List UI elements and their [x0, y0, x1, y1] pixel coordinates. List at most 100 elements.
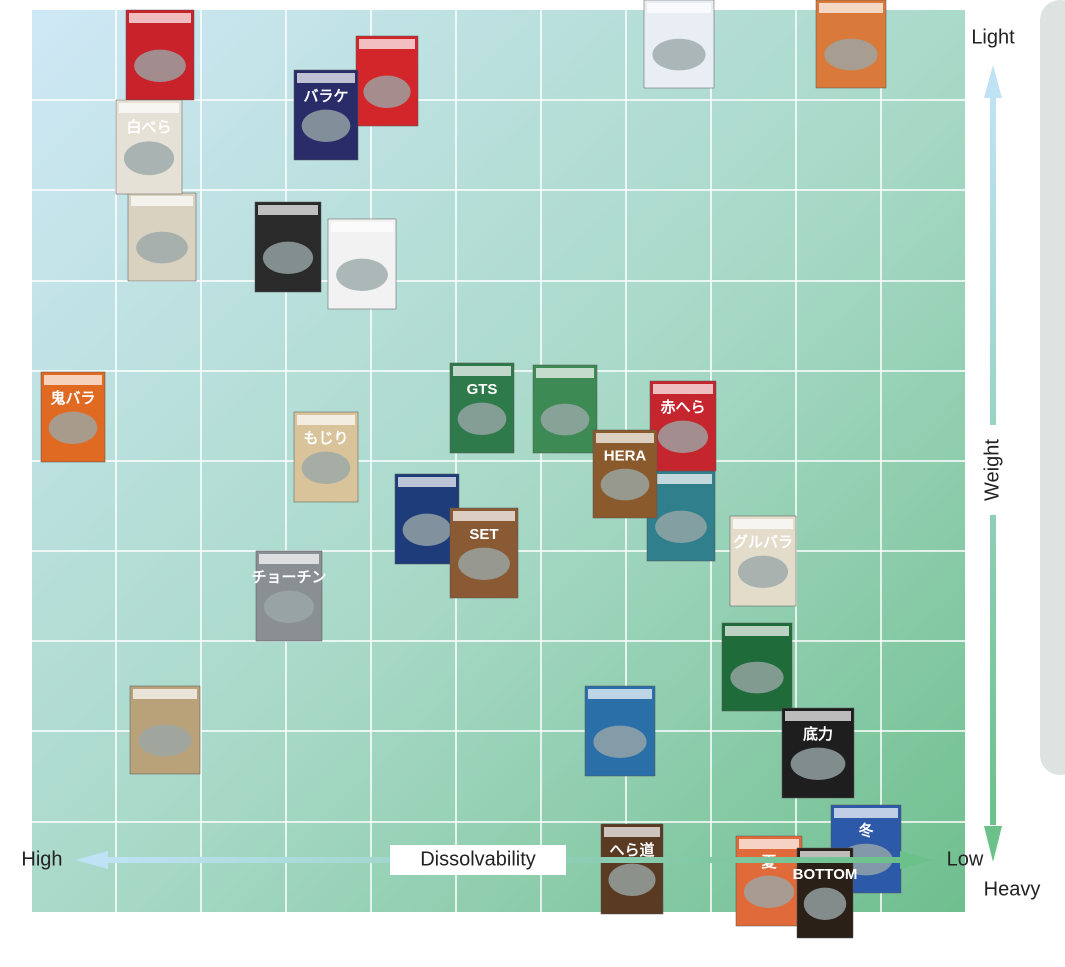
package-band: [453, 366, 511, 376]
product-package: グルバラ: [730, 516, 796, 606]
product-label: グルバラ: [733, 533, 793, 551]
product-label: 冬: [858, 821, 873, 839]
package-band: [398, 477, 456, 487]
fish-photo: [730, 662, 783, 694]
fish-photo: [458, 403, 507, 435]
arrow-head: [984, 65, 1002, 98]
fish-photo: [601, 469, 650, 501]
product-package: SET: [450, 508, 518, 598]
package-band: [739, 839, 799, 849]
package-band: [297, 73, 355, 83]
fish-photo: [138, 725, 191, 757]
package-band: [785, 711, 851, 721]
product-label: 鬼バラ: [50, 389, 95, 407]
product-label: へら道: [609, 841, 654, 859]
package-band: [647, 3, 711, 13]
product-label: 赤へら: [660, 398, 705, 416]
product-package: 赤へら: [650, 381, 716, 471]
product-package: [395, 474, 459, 564]
package-band: [725, 626, 789, 636]
product-package: [585, 686, 655, 776]
fish-photo: [363, 76, 410, 108]
package-band: [297, 415, 355, 425]
fish-photo: [403, 514, 452, 546]
side-panel: [1040, 0, 1065, 775]
product-package: [126, 10, 194, 100]
package-band: [596, 433, 654, 443]
fish-photo: [458, 548, 510, 580]
product-label: 白べら: [126, 118, 171, 136]
package-band: [453, 511, 515, 521]
product-package: 鬼バラ: [41, 372, 105, 462]
package-band: [131, 196, 193, 206]
product-label: もじり: [303, 430, 348, 447]
fish-photo: [336, 259, 388, 291]
product-package: 白べら: [116, 100, 182, 194]
fish-photo: [124, 141, 174, 175]
product-package: へら道: [601, 824, 663, 914]
fish-photo: [263, 242, 313, 274]
fish-photo: [824, 39, 877, 71]
fish-photo: [652, 39, 705, 71]
axis-title: Dissolvability: [420, 848, 536, 870]
product-package: [130, 686, 200, 774]
fish-photo: [264, 591, 314, 623]
positioning-map: 白べらバラケ鬼バラGTS赤へらHERASETもじりチョーチングルバラ底力冬夏BO…: [0, 0, 1065, 962]
fish-photo: [738, 556, 788, 588]
product-package: [356, 36, 418, 126]
arrow-head: [984, 826, 1002, 862]
fish-photo: [655, 511, 707, 543]
product-package: [533, 365, 597, 453]
fish-photo: [302, 452, 351, 484]
package-band: [834, 808, 898, 818]
product-package: HERA: [593, 430, 657, 518]
fish-photo: [134, 50, 186, 82]
package-band: [44, 375, 102, 385]
fish-photo: [658, 421, 708, 453]
fish-photo: [608, 864, 655, 896]
package-band: [653, 384, 713, 394]
product-package: もじり: [294, 412, 358, 502]
axis-label: High: [21, 848, 62, 870]
product-label: BOTTOM: [793, 866, 858, 883]
product-package: バラケ: [294, 70, 358, 160]
package-band: [129, 13, 191, 23]
axis-label: Heavy: [984, 878, 1041, 900]
product-label: バラケ: [303, 88, 348, 105]
product-label: 底力: [803, 725, 833, 743]
product-package: [722, 623, 792, 711]
package-band: [259, 554, 319, 564]
product-package: [644, 0, 714, 88]
product-label: HERA: [604, 447, 647, 464]
product-package: 底力: [782, 708, 854, 798]
axis-label: Light: [971, 26, 1015, 48]
product-package: GTS: [450, 363, 514, 453]
package-band: [819, 3, 883, 13]
fish-photo: [804, 888, 847, 920]
package-band: [119, 103, 179, 113]
fish-photo: [791, 748, 846, 780]
fish-photo: [541, 404, 590, 436]
package-band: [733, 519, 793, 529]
fish-photo: [136, 232, 188, 264]
package-band: [258, 205, 318, 215]
package-band: [133, 689, 197, 699]
package-band: [536, 368, 594, 378]
product-package: チョーチン: [251, 551, 326, 641]
product-package: [328, 219, 396, 309]
package-band: [331, 222, 393, 232]
fish-photo: [49, 412, 98, 444]
fish-photo: [593, 726, 646, 758]
axis-label: Low: [947, 848, 984, 870]
product-package: [255, 202, 321, 292]
product-label: GTS: [467, 381, 498, 398]
product-package: [816, 0, 886, 88]
fish-photo: [302, 110, 351, 142]
product-label: SET: [469, 526, 498, 543]
product-label: チョーチン: [251, 569, 326, 586]
package-band: [650, 474, 712, 484]
package-band: [588, 689, 652, 699]
product-package: [128, 193, 196, 281]
axis-title: Weight: [981, 439, 1003, 501]
fish-photo: [744, 876, 794, 908]
